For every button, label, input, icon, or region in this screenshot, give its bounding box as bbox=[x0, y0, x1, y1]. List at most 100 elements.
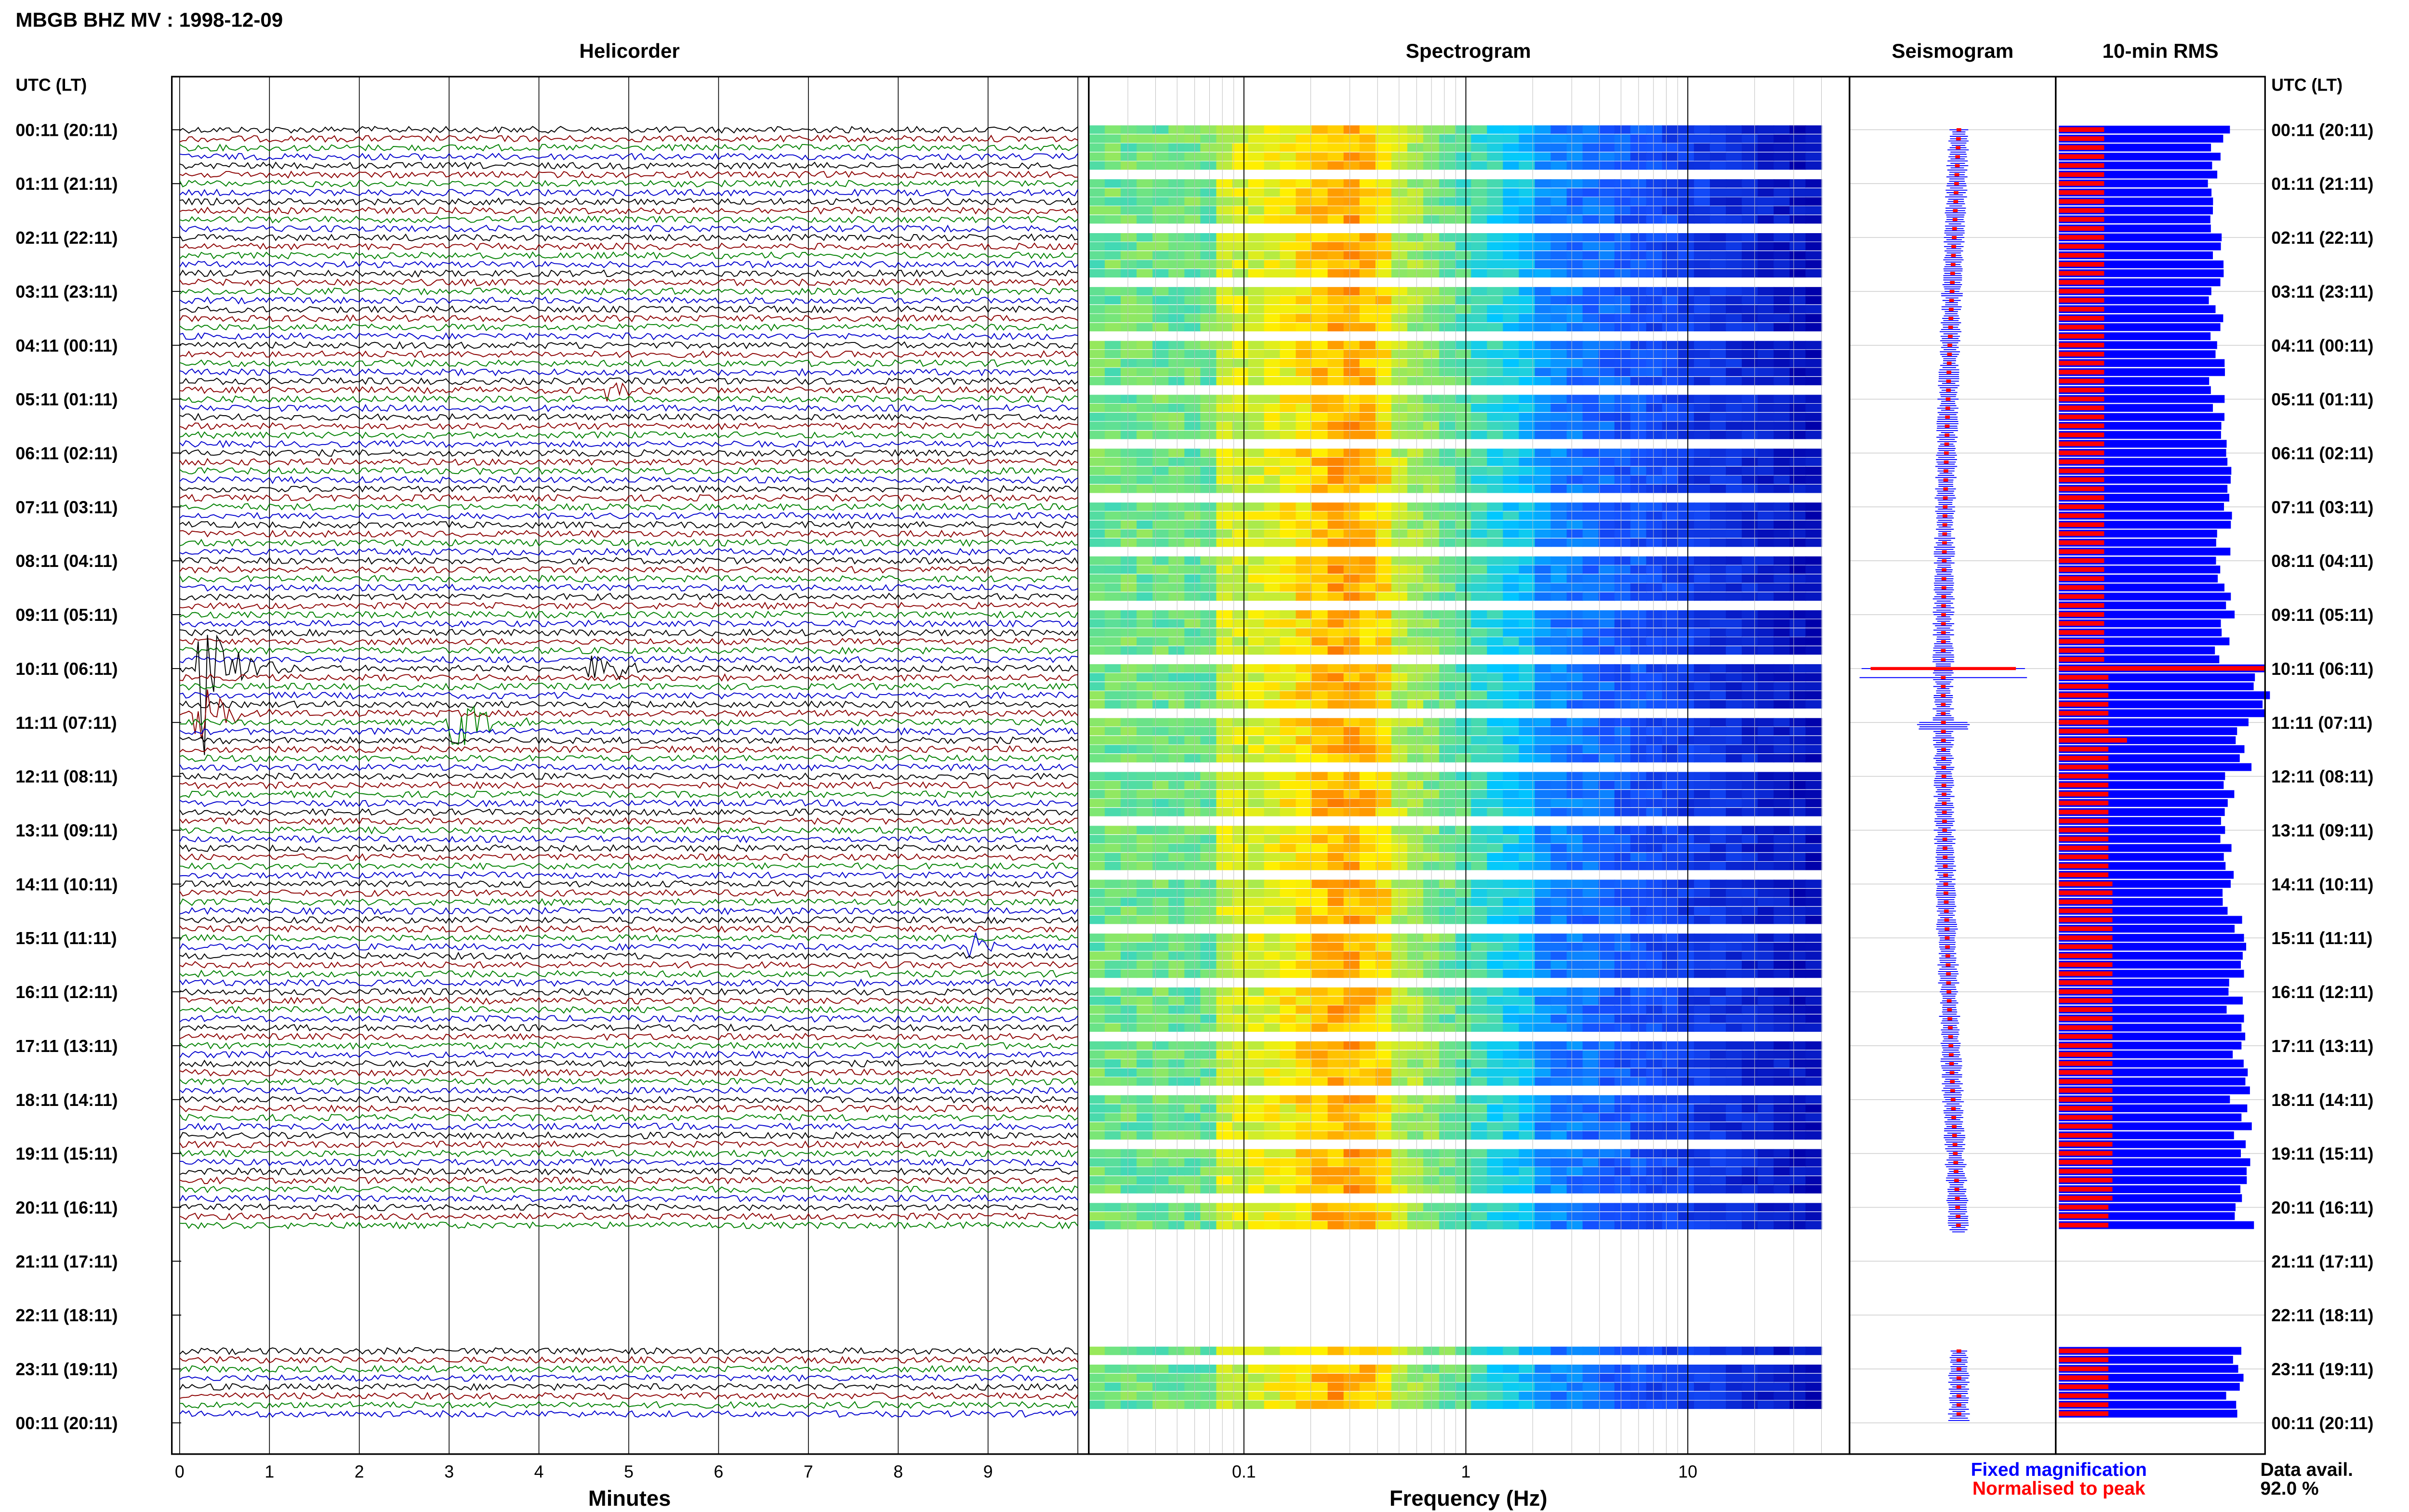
spectrogram-cell bbox=[1614, 377, 1631, 385]
spectrogram-cell bbox=[1471, 718, 1488, 727]
spectrogram-cell bbox=[1311, 619, 1328, 628]
spectrogram-cell bbox=[1519, 457, 1535, 466]
spectrogram-cell bbox=[1200, 1059, 1217, 1068]
spectrogram-cell bbox=[1232, 206, 1249, 215]
spectrogram-cell bbox=[1264, 161, 1281, 170]
spectrogram-cell bbox=[1200, 1158, 1217, 1167]
spectrogram-cell bbox=[1168, 1167, 1185, 1176]
spectrogram-cell bbox=[1646, 682, 1663, 691]
spectrogram-cell bbox=[1709, 835, 1727, 843]
spectrogram-cell bbox=[1184, 305, 1201, 314]
helicorder-trace bbox=[179, 655, 1078, 664]
spectrogram-cell bbox=[1519, 502, 1535, 511]
spectrogram-cell bbox=[1311, 404, 1328, 412]
spectrogram-cell bbox=[1327, 969, 1344, 978]
spectrogram-cell bbox=[1280, 556, 1297, 565]
spectrogram-cell bbox=[1598, 1023, 1615, 1032]
spectrogram-cell bbox=[1264, 718, 1281, 727]
spectrogram-cell bbox=[1550, 646, 1567, 655]
spectrogram-cell bbox=[1137, 1113, 1153, 1122]
spectrogram-cell bbox=[1535, 1149, 1551, 1158]
spectrogram-cell bbox=[1519, 862, 1535, 870]
spectrogram-cell bbox=[1519, 835, 1535, 843]
spectrogram-cell bbox=[1391, 664, 1408, 673]
spectrogram-cell bbox=[1805, 358, 1822, 368]
spectrogram-cell bbox=[1439, 969, 1456, 978]
spectrogram-cell bbox=[1168, 1059, 1185, 1068]
spectrogram-cell bbox=[1742, 880, 1759, 888]
spectrogram-cell bbox=[1104, 933, 1122, 942]
spectrogram-cell bbox=[1789, 781, 1806, 789]
spectrogram-cell bbox=[1566, 296, 1584, 304]
spectrogram-cell bbox=[1391, 843, 1408, 853]
spectrogram-cell bbox=[1694, 1212, 1711, 1221]
spectrogram-cell bbox=[1758, 1167, 1774, 1176]
spectrogram-cell bbox=[1280, 1104, 1297, 1113]
spectrogram-cell bbox=[1742, 843, 1759, 853]
spectrogram-cell bbox=[1519, 592, 1535, 601]
spectrogram-cell bbox=[1471, 556, 1488, 565]
spectrogram-cell bbox=[1535, 475, 1551, 484]
spectrogram-cell bbox=[1614, 610, 1631, 619]
spectrogram-cell bbox=[1343, 1077, 1361, 1086]
spectrogram-cell bbox=[1678, 889, 1695, 897]
spectrogram-cell bbox=[1582, 404, 1600, 412]
spectrogram-cell bbox=[1248, 1122, 1265, 1131]
spectrogram-cell bbox=[1391, 1185, 1408, 1194]
spectrogram-cell bbox=[1694, 969, 1711, 978]
spectrogram-cell bbox=[1662, 897, 1679, 907]
spectrogram-cell bbox=[1582, 484, 1600, 493]
spectrogram-cell bbox=[1662, 664, 1679, 673]
spectrogram-cell bbox=[1535, 826, 1551, 834]
spectrogram-cell bbox=[1662, 529, 1679, 538]
spectrogram-cell bbox=[1375, 251, 1392, 260]
helicorder-trace bbox=[179, 871, 1078, 880]
spectrogram-cell bbox=[1407, 664, 1424, 673]
spectrogram-cell bbox=[1805, 269, 1822, 278]
spectrogram-cell bbox=[1709, 260, 1727, 269]
spectrogram-cell bbox=[1662, 412, 1679, 421]
spectrogram-cell bbox=[1805, 592, 1822, 601]
spectrogram-cell bbox=[1184, 377, 1201, 385]
spectrogram-cell bbox=[1694, 377, 1711, 385]
spectrogram-cell bbox=[1455, 727, 1472, 736]
spectrogram-cell bbox=[1137, 215, 1153, 224]
spectrogram-cell bbox=[1550, 368, 1567, 376]
spectrogram-cell bbox=[1535, 1041, 1551, 1050]
spectrogram-cell bbox=[1375, 880, 1392, 888]
spectrogram-cell bbox=[1311, 799, 1328, 807]
spectrogram-cell bbox=[1566, 619, 1584, 628]
spectrogram-cell bbox=[1439, 942, 1456, 951]
spectrogram-cell bbox=[1232, 404, 1249, 412]
spectrogram-cell bbox=[1503, 1149, 1520, 1158]
spectrogram-cell bbox=[1088, 368, 1106, 376]
spectrogram-cell bbox=[1280, 134, 1297, 143]
spectrogram-cell bbox=[1598, 511, 1615, 520]
spectrogram-cell bbox=[1662, 394, 1679, 404]
spectrogram-cell bbox=[1566, 907, 1584, 915]
spectrogram-cell bbox=[1088, 727, 1106, 736]
helicorder-trace bbox=[179, 799, 1078, 807]
spectrogram-cell bbox=[1104, 628, 1122, 637]
spectrogram-cell bbox=[1789, 502, 1806, 511]
spectrogram-cell bbox=[1471, 700, 1488, 709]
spectrogram-cell bbox=[1758, 350, 1774, 358]
spectrogram-cell bbox=[1343, 880, 1361, 888]
spectrogram-cell bbox=[1264, 314, 1281, 323]
spectrogram-cell bbox=[1216, 305, 1233, 314]
spectrogram-cell bbox=[1296, 188, 1312, 197]
spectrogram-cell bbox=[1503, 897, 1520, 907]
helicorder-trace bbox=[179, 619, 1078, 628]
spectrogram-cell bbox=[1550, 843, 1567, 853]
spectrogram-cell bbox=[1742, 691, 1759, 700]
spectrogram-cell bbox=[1774, 736, 1790, 745]
spectrogram-cell bbox=[1168, 942, 1185, 951]
spectrogram-cell bbox=[1694, 556, 1711, 565]
spectrogram-cell bbox=[1152, 610, 1169, 619]
spectrogram-cell bbox=[1120, 781, 1138, 789]
spectrogram-cell bbox=[1789, 574, 1806, 583]
spectrogram-cell bbox=[1503, 691, 1520, 700]
spectrogram-cell bbox=[1742, 646, 1759, 655]
spectrogram-cell bbox=[1375, 394, 1392, 404]
spectrogram-cell bbox=[1120, 269, 1138, 278]
